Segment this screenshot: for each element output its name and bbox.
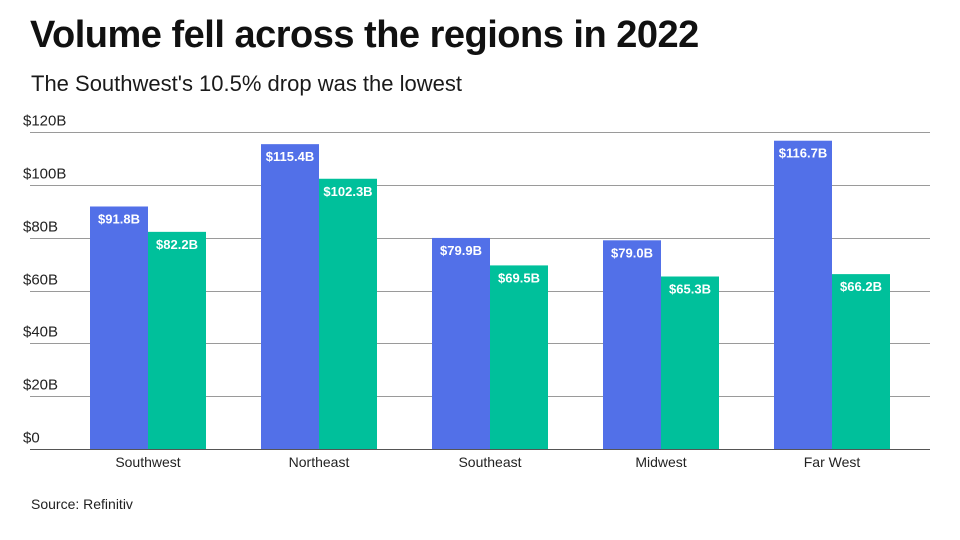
bar-value-label: $116.7B	[779, 146, 827, 161]
bar	[490, 265, 548, 449]
x-category-label: Southwest	[115, 454, 180, 470]
bar	[603, 240, 661, 449]
bar-value-label: $82.2B	[156, 237, 198, 252]
y-tick-label: $80B	[23, 219, 58, 236]
bar-value-label: $102.3B	[323, 184, 372, 199]
x-category-label: Northeast	[289, 454, 350, 470]
bar	[148, 231, 206, 449]
y-axis-ticks: $0 $20B $40B $60B $80B $100B $120B	[23, 113, 66, 447]
bar	[90, 206, 148, 449]
bar-value-label: $66.2B	[840, 279, 882, 294]
y-tick-label: $20B	[23, 377, 58, 394]
y-tick-label: $60B	[23, 272, 58, 289]
source-note: Source: Refinitiv	[31, 496, 133, 512]
bar-value-label: $79.9B	[440, 243, 482, 258]
bar	[261, 144, 319, 449]
bar	[774, 140, 832, 449]
bar	[432, 237, 490, 449]
chart-subtitle: The Southwest's 10.5% drop was the lowes…	[31, 71, 462, 96]
bar-value-label: $65.3B	[669, 281, 711, 296]
x-axis-categories: Southwest Northeast Southeast Midwest Far We…	[115, 454, 860, 470]
bar-value-label: $115.4B	[266, 149, 314, 164]
x-category-label: Southeast	[458, 454, 521, 470]
y-tick-label: $120B	[23, 113, 66, 130]
bar	[661, 276, 719, 449]
bars	[90, 140, 890, 449]
x-category-label: Midwest	[635, 454, 686, 470]
y-tick-label: $0	[23, 430, 40, 447]
bar-value-label: $91.8B	[98, 211, 140, 226]
bar	[319, 178, 377, 449]
x-category-label: Far West	[804, 454, 861, 470]
y-tick-label: $100B	[23, 166, 66, 183]
bar-value-label: $69.5B	[498, 270, 540, 285]
bar-value-label: $79.0B	[611, 245, 653, 260]
data-labels: $91.8B $82.2B $115.4B $102.3B $79.9B $69.5B $7…	[98, 146, 882, 297]
y-tick-label: $40B	[23, 324, 58, 341]
chart-title: Volume fell across the regions in 2022	[30, 14, 699, 56]
bar	[832, 274, 890, 449]
